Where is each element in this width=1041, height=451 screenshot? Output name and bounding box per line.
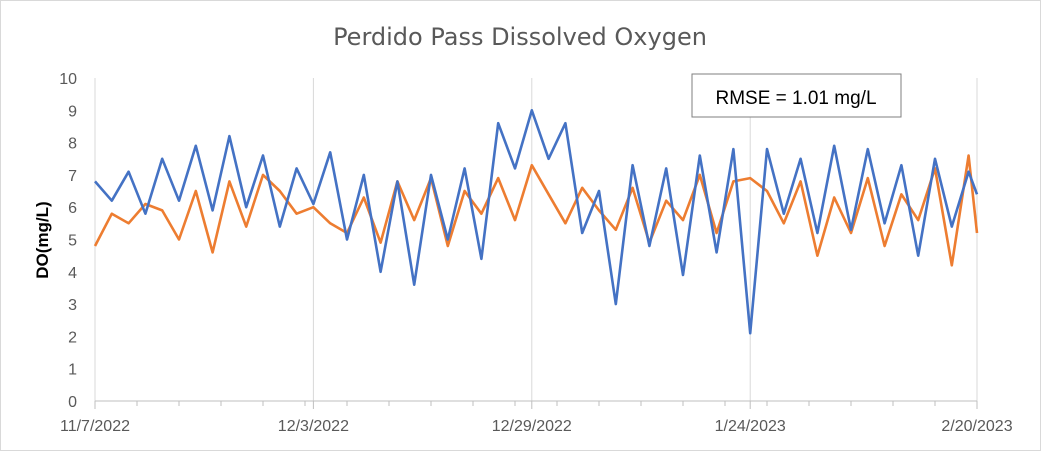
y-axis-ticks: 0 1 2 3 4 5 6 7 8 9 10 [59,71,77,411]
y-tick-label: 2 [68,329,77,346]
series-lines [93,109,979,335]
y-tick-label: 4 [68,265,77,282]
series-line-2 [94,109,979,335]
x-tick-label: 1/24/2023 [715,418,786,435]
y-tick-label: 6 [68,200,77,217]
y-tick-label: 10 [59,71,77,88]
x-tick-label: 2/20/2023 [941,418,1012,435]
series-line-1 [93,154,979,267]
rmse-annotation: RMSE = 1.01 mg/L [691,73,902,118]
y-tick-label: 1 [68,362,77,379]
x-tick-label: 11/7/2022 [60,418,130,435]
annotation-text: RMSE = 1.01 mg/L [715,88,876,109]
x-axis-ticks: 11/7/2022 12/3/2022 12/29/2022 1/24/2023 2/2… [60,401,1013,435]
x-tick-label: 12/29/2022 [492,418,572,435]
y-tick-label: 0 [68,394,77,411]
y-tick-label: 7 [68,168,77,185]
y-tick-label: 5 [68,233,77,250]
gridlines [94,78,978,401]
y-tick-label: 3 [68,297,77,314]
x-tick-label: 12/3/2022 [278,418,349,435]
y-axis-title: DO(mg/L) [33,201,52,278]
y-tick-label: 8 [68,136,77,153]
annotation-box [691,73,902,118]
chart-title: Perdido Pass Dissolved Oxygen [333,23,707,51]
y-tick-label: 9 [68,103,77,120]
